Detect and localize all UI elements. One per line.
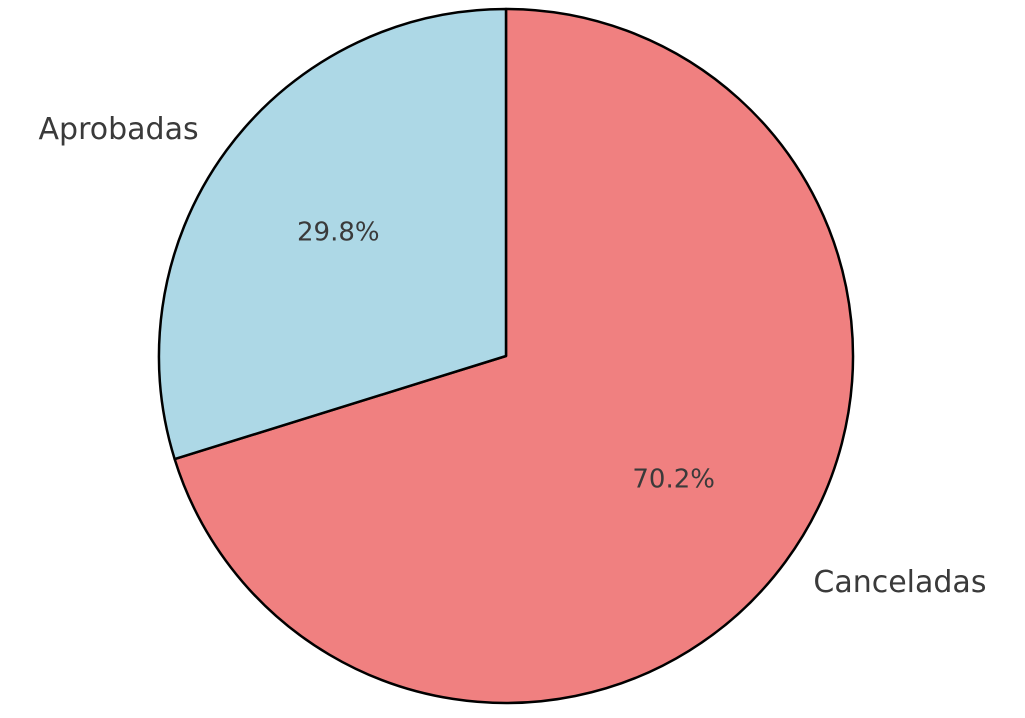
pie-slice-canceladas bbox=[173, 7, 855, 705]
labels-layer: 70.2% Canceladas 29.8% Aprobadas bbox=[39, 112, 987, 600]
pie-slice-aprobadas bbox=[157, 7, 508, 461]
pie-percent-label-aprobadas: 29.8% bbox=[297, 218, 380, 248]
slices-layer bbox=[157, 7, 855, 705]
pie-percent-label-canceladas: 70.2% bbox=[632, 464, 715, 494]
pie-category-label-canceladas: Canceladas bbox=[813, 565, 986, 600]
pie-category-label-aprobadas: Aprobadas bbox=[39, 112, 199, 147]
